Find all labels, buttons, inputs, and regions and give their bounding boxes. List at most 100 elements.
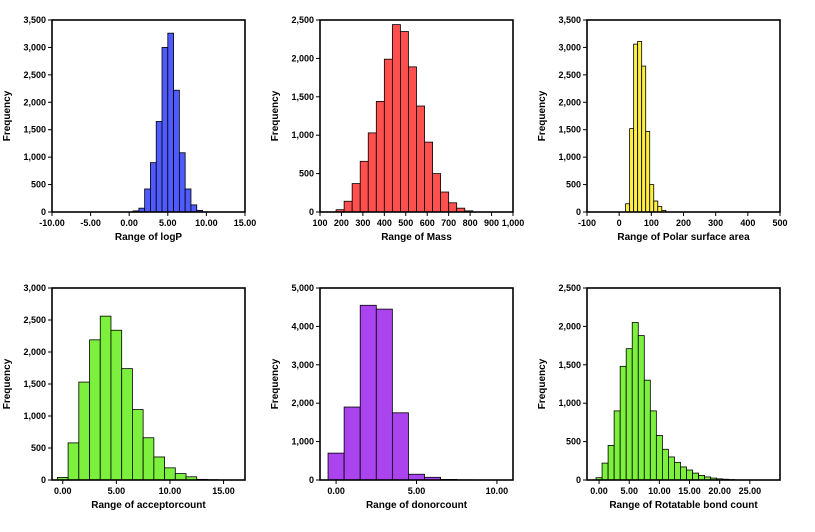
y-tick-label: 1,000 [558,398,581,408]
x-tick-label: 600 [420,218,435,228]
histogram-bar [391,24,401,213]
y-tick-label: 3,000 [23,283,46,293]
histogram-bar [155,121,163,213]
histogram-bar [645,130,651,213]
histogram-bar [661,448,669,481]
y-tick-label: 500 [31,180,46,190]
histogram-bar [625,203,631,213]
x-tick-label: 500 [772,218,787,228]
histogram-bar [400,31,409,213]
histogram-bar [613,410,621,481]
x-tick-label: 800 [463,218,478,228]
histogram-bar [99,315,112,481]
histogram-bar [649,184,655,213]
histogram-bar [631,322,639,481]
y-tick-label: 3,000 [291,360,314,370]
histogram-bar [327,452,345,481]
histogram-bar [653,200,659,213]
histogram-panel-1: 0 500 1,000 1,500 2,000 2,500 3,000 3,500 -10.00… [2,15,256,243]
x-axis-label: Range of Polar surface area [617,232,750,243]
histogram-bar [668,456,675,481]
y-tick-label: 1,500 [23,379,46,389]
y-tick-label: 0 [41,475,46,485]
y-tick-label: 2,000 [23,347,46,357]
y-tick-label: 1,500 [23,125,46,135]
y-axis-label: Frequency [537,358,548,409]
y-tick-label: 2,000 [291,53,314,63]
histogram-bar [655,435,663,481]
y-tick-label: 0 [576,475,581,485]
histogram-bar [643,379,651,481]
histogram-bar [174,473,187,481]
histogram-bar [607,445,615,481]
histogram-bar [424,141,433,213]
x-tick-label: 100 [312,218,327,228]
histogram-bar [408,66,417,213]
histogram-bar [351,183,361,213]
y-tick-label: 2,000 [558,321,581,331]
x-axis-label: Range of acceptorcount [91,500,206,511]
histogram-bar [89,339,101,481]
y-tick-label: 1,500 [558,125,581,135]
y-tick-label: 3,000 [558,42,581,52]
histogram-bar [153,456,165,481]
x-tick-label: 0.00 [54,486,72,496]
histogram-bar [167,32,174,213]
histogram-bar [78,381,90,481]
plot-frame [319,19,514,213]
plot-frame [586,19,781,213]
x-tick-label: 200 [676,218,691,228]
x-tick-label: 5.00 [408,486,426,496]
y-tick-label: 500 [566,437,581,447]
x-tick-label: 200 [334,218,349,228]
histogram-panel-4: 0 500 1,000 1,500 2,000 2,500 3,000 0.00 5.00 10.… [2,283,246,511]
x-tick-label: -100 [578,218,596,228]
y-tick-label: 2,000 [23,97,46,107]
histogram-bar [641,65,647,213]
y-tick-label: 5,000 [291,283,314,293]
histogram-bar [121,368,133,481]
histogram-bar [359,304,377,481]
y-tick-label: 0 [309,475,314,485]
x-axis-label: Range of Rotatable bond count [609,500,758,511]
x-tick-label: 5.00 [620,486,638,496]
histogram-bar [657,206,663,213]
y-tick-label: 1,000 [23,152,46,162]
y-tick-label: 1,000 [558,152,581,162]
histogram-bar [367,132,377,213]
y-axis-label: Frequency [537,90,548,141]
x-tick-label: 400 [740,218,755,228]
histogram-bar [150,162,157,213]
x-tick-label: 0.00 [327,486,345,496]
y-tick-label: 1,000 [291,130,314,140]
x-tick-label: 300 [708,218,723,228]
histogram-bar [184,188,192,213]
histogram-bar [601,462,609,481]
x-tick-label: -5.00 [80,218,101,228]
x-tick-label: 0 [617,218,622,228]
histogram-bar [173,89,180,213]
histogram-bar [132,409,144,481]
y-tick-label: 2,500 [558,283,581,293]
histogram-bar [680,466,687,481]
x-axis-label: Range of Mass [381,232,452,243]
histogram-bar [343,200,353,213]
histogram-bar [629,128,635,213]
x-tick-label: 10.00 [159,486,182,496]
y-tick-label: 500 [31,443,46,453]
histogram-bar [110,329,123,481]
y-tick-label: 2,000 [558,97,581,107]
y-tick-label: 2,000 [291,398,314,408]
x-tick-label: 10.00 [486,486,509,496]
histogram-bar [144,188,151,213]
x-tick-label: 0.00 [590,486,608,496]
x-tick-label: 5.00 [108,486,126,496]
histogram-bar [164,467,176,481]
histogram-panel-2: 0 500 1,000 1,500 2,000 2,500 100 200 300 400 500 6… [270,15,524,243]
y-tick-label: 2,500 [558,70,581,80]
x-tick-label: 500 [398,218,413,228]
histogram-bar [625,348,633,481]
histogram-bar [649,410,657,481]
histogram-bar [692,472,699,481]
y-axis-label: Frequency [2,358,13,409]
